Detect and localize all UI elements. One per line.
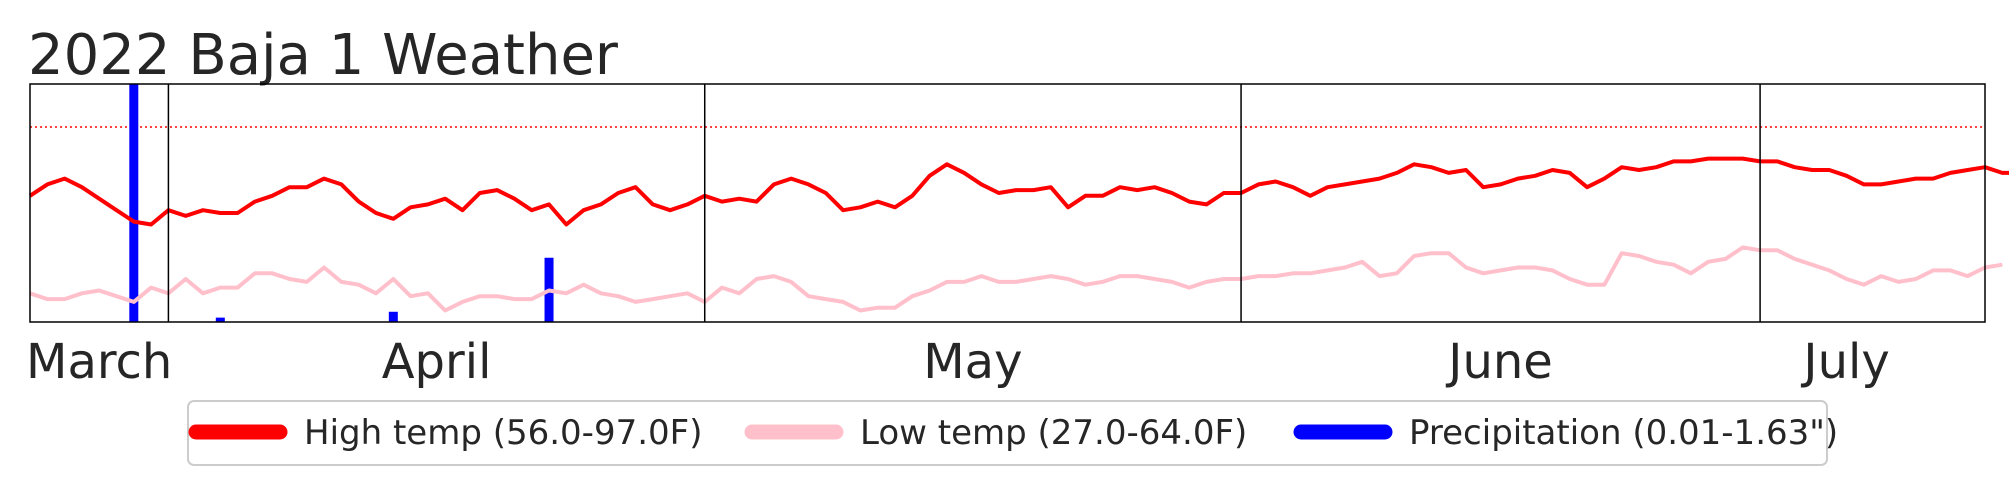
month-label-july: July [1800,334,1889,390]
legend-label-low: Low temp (27.0-64.0F) [860,413,1247,453]
chart-title: 2022 Baja 1 Weather [28,23,619,88]
legend-label-precip: Precipitation (0.01-1.63") [1409,413,1838,453]
plot-frame [29,83,1986,323]
legend: High temp (56.0-97.0F) Low temp (27.0-64.… [187,400,1838,466]
month-label-march: March [26,334,172,390]
month-label-april: April [382,334,492,390]
legend-label-high: High temp (56.0-97.0F) [304,413,702,453]
precip-bar-1 [215,317,225,322]
month-label-may: May [923,334,1022,390]
precip-bar-2 [388,311,398,322]
legend-frame [187,400,1828,466]
precip-bar-0 [129,84,139,322]
low-temp-line [29,245,2003,313]
plot-area [28,83,2009,323]
high-temp-line [28,156,2009,227]
month-label-june: June [1445,334,1553,390]
month-labels: March April May June July [26,334,1890,390]
